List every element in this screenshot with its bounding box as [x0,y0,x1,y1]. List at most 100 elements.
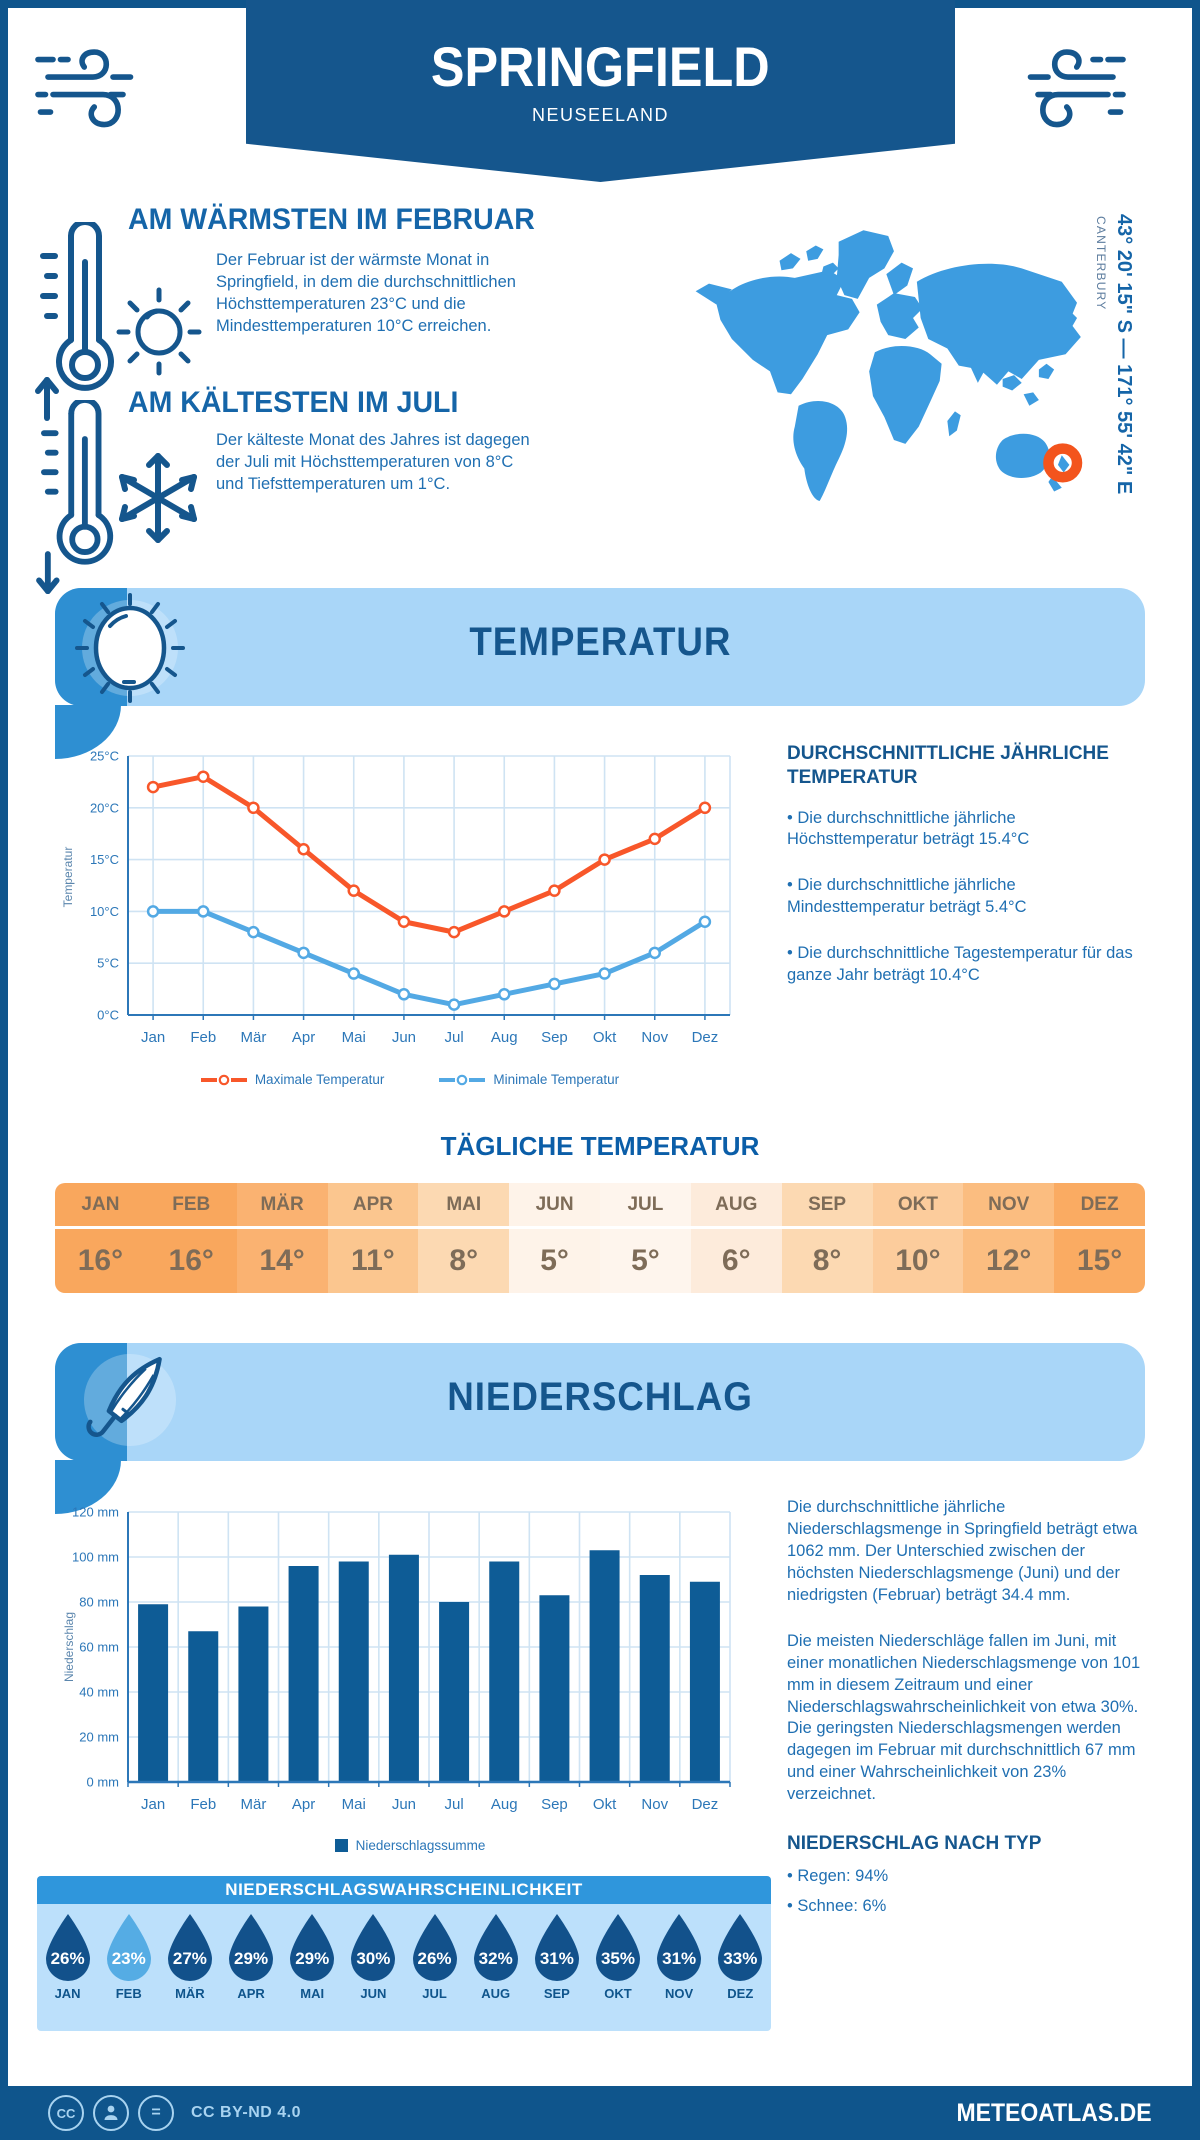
map-india [966,358,990,383]
temperature-banner [55,588,1145,706]
map-greenland [836,230,894,299]
site-name: METEOATLAS.DE [956,2098,1152,2127]
raindrop-icon [106,1914,151,1981]
coldest-text: Der kälteste Monat des Jahres ist dagege… [216,431,530,493]
daily-month-value: 12° [963,1229,1055,1293]
temperature-bullet: • Die durchschnittliche jährliche Mindes… [787,876,1027,917]
probability-droplet: 29% MAI [283,1913,341,2001]
wind-icon-right [1027,49,1126,128]
map-japan [1061,310,1078,332]
page-border-left [0,0,8,2140]
probability-droplet: 35% OKT [589,1913,647,2001]
probability-value: 31% [662,1949,697,1968]
temperature-side-heading: DURCHSCHNITTLICHE JÄHRLICHE TEMPERATUR [787,743,1109,788]
daily-month-header: JUL [600,1183,691,1229]
probability-droplet: 26% JAN [39,1913,97,2001]
probability-droplet: 33% DEZ [711,1913,769,2001]
probability-month-label: FEB [115,1986,142,2001]
daily-month-value: 16° [55,1229,146,1293]
city-title: SPRINGFIELD [431,35,770,98]
map-alaska [695,283,732,305]
daily-month-header: MAI [418,1183,510,1229]
probability-droplet: 31% SEP [528,1913,586,2001]
snowflake-icon [119,453,197,543]
precipitation-paragraph: Die durchschnittliche jährliche Niedersc… [787,1498,1138,1604]
map-africa [869,346,942,444]
raindrop-icon [290,1914,335,1981]
probability-value: 33% [723,1949,758,1968]
map-south-america [793,400,848,502]
precipitation-chart-legend: Niederschlagssumme [55,1838,765,1853]
sun-icon [116,287,202,376]
raindrop-icon [167,1914,212,1981]
svg-text:10°C: 10°C [90,904,119,919]
map-new-zealand [1048,455,1070,492]
map-coordinates: 43° 20' 15" S — 171° 55' 42" E [1113,214,1135,495]
precipitation-type-heading: NIEDERSCHLAG NACH TYP [787,1833,1042,1855]
thermometer-up-icon [35,222,114,421]
daily-month-header: SEP [781,1183,873,1229]
probability-value: 27% [172,1949,207,1968]
probability-value: 26% [417,1949,452,1968]
svg-text:Mai: Mai [342,1029,366,1046]
wind-icon-left [35,49,134,128]
svg-text:Aug: Aug [491,1029,518,1046]
probability-droplet: 27% MÄR [161,1913,219,2001]
daily-month-value: 11° [327,1229,419,1293]
coldest-title: AM KÄLTESTEN IM JULI [128,386,459,419]
daily-month-header: AUG [690,1183,782,1229]
daily-month-value: 8° [781,1229,873,1293]
probability-value: 32% [478,1949,513,1968]
svg-text:Nov: Nov [641,1796,668,1813]
warmest-title: AM WÄRMSTEN IM FEBRUAR [128,203,535,236]
svg-text:Apr: Apr [292,1029,315,1046]
probability-value: 29% [295,1949,330,1968]
header-banner: SPRINGFIELD NEUSEELAND [246,0,955,182]
temperature-bullet: • Die durchschnittliche jährliche Höchst… [787,808,1030,849]
umbrella-banner-icon [84,1354,176,1446]
raindrop-icon [412,1914,457,1981]
footer-bar: CC = CC BY-ND 4.0 METEOATLAS.DE [0,2086,1200,2140]
legend-item: Minimale Temperatur [439,1072,619,1087]
probability-droplet: 32% AUG [467,1913,525,2001]
probability-droplet: 31% NOV [650,1913,708,2001]
map-asia [916,263,1081,385]
svg-text:Jul: Jul [444,1029,463,1046]
svg-text:Jan: Jan [141,1796,165,1813]
legend-item: Niederschlagssumme [334,1838,485,1853]
raindrop-icon [351,1914,396,1981]
precipitation-banner [55,1343,1145,1461]
daily-month-value: 6° [690,1229,782,1293]
probability-droplets: 26% JAN 23% FEB 27% MÄR 29% APR 29% MAI 30% JUN 26% J… [37,1904,771,2031]
raindrop-icon [595,1914,640,1981]
daily-month-value: 5° [509,1229,600,1293]
country-subtitle: NEUSEELAND [531,105,670,125]
probability-month-label: MÄR [175,1986,205,2001]
probability-month-label: OKT [604,1986,632,2001]
svg-text:0°C: 0°C [97,1008,119,1023]
probability-value: 29% [234,1949,269,1968]
raindrop-icon [45,1914,90,1981]
probability-value: 30% [356,1949,391,1968]
probability-month-label: APR [237,1986,265,2001]
map-australia [995,433,1050,478]
probability-month-label: NOV [665,1986,694,2001]
raindrop-icon [534,1914,579,1981]
svg-text:25°C: 25°C [90,749,119,764]
thermometer-down-icon [36,400,114,595]
probability-value: 35% [600,1949,635,1968]
location-marker [1043,443,1083,483]
map-europe [876,293,923,339]
svg-text:Sep: Sep [541,1796,568,1813]
probability-droplet: 29% APR [222,1913,280,2001]
daily-month-value: 15° [1054,1229,1145,1293]
svg-text:120 mm: 120 mm [72,1505,119,1520]
probability-title: NIEDERSCHLAGSWAHRSCHEINLICHKEIT [37,1876,771,1904]
svg-text:Sep: Sep [541,1029,568,1046]
map-madagascar [947,411,961,437]
daily-temperature-title: TÄGLICHE TEMPERATUR [440,1131,760,1161]
daily-month-value: 5° [600,1229,691,1293]
svg-text:0 mm: 0 mm [87,1775,120,1790]
svg-text:Jun: Jun [392,1796,416,1813]
svg-text:Jul: Jul [444,1796,463,1813]
